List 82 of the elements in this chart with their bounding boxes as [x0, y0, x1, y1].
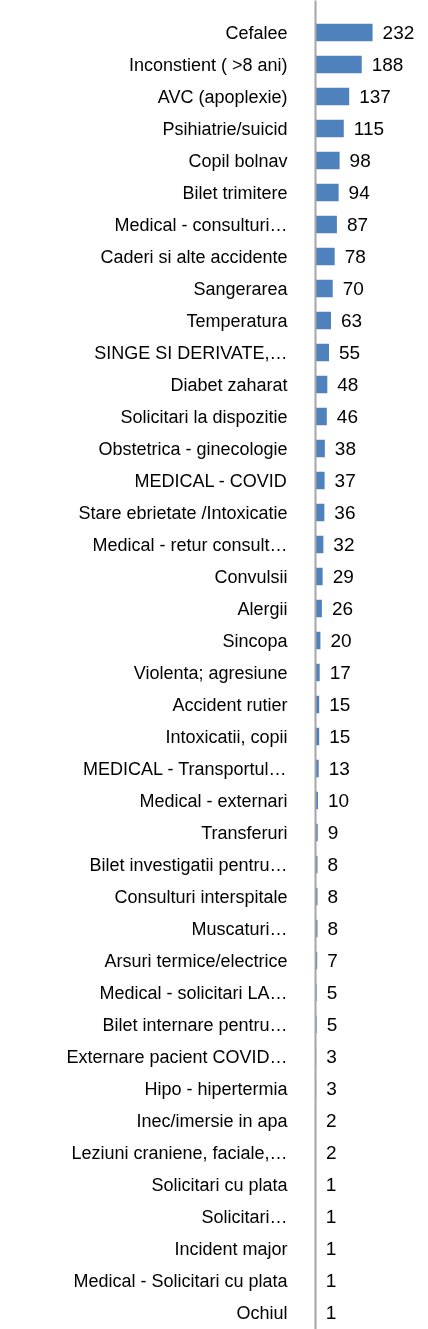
data-label: 3 — [326, 1046, 337, 1067]
y-tick-label: Muscaturi… — [191, 918, 288, 939]
y-tick-label: Medical - externari — [139, 790, 288, 811]
data-label: 9 — [327, 822, 339, 843]
y-tick-label: Bilet investigatii pentru… — [89, 854, 288, 875]
y-tick-label: Medical - retur consult… — [92, 534, 288, 555]
data-label: 87 — [346, 214, 369, 235]
y-tick-label: Solicitari la dispozitie — [120, 406, 288, 427]
data-label: 7 — [327, 950, 338, 971]
y-tick-label: Transferuri — [201, 822, 288, 843]
data-label: 2 — [325, 1110, 337, 1131]
y-tick-label: Solicitari cu plata — [151, 1174, 289, 1195]
y-tick-label: Sincopa — [222, 630, 289, 651]
data-label: 26 — [331, 598, 354, 619]
y-tick-label: Cefalee — [225, 22, 288, 43]
data-label: 8 — [327, 886, 339, 907]
y-tick-label: Stare ebrietate /Intoxicatie — [78, 502, 288, 523]
data-label: 29 — [332, 566, 354, 587]
data-label: 10 — [327, 790, 350, 811]
data-label: 20 — [330, 630, 352, 651]
data-label: 188 — [371, 54, 404, 75]
y-tick-label: Incident major — [174, 1238, 288, 1259]
data-label: 38 — [334, 438, 356, 459]
data-label: 5 — [326, 982, 338, 1003]
y-tick-label: Externare pacient COVID… — [66, 1046, 288, 1067]
y-tick-label: Temperatura — [186, 310, 289, 331]
y-tick-label: AVC (apoplexie) — [157, 86, 288, 107]
data-label: 2 — [325, 1142, 337, 1163]
y-tick-label: Leziuni craniene, faciale,… — [71, 1142, 288, 1163]
y-tick-label: Bilet internare pentru… — [102, 1014, 288, 1035]
data-label: 70 — [342, 278, 364, 299]
y-tick-label: SINGE SI DERIVATE,… — [94, 342, 288, 363]
y-tick-label: Psihiatrie/suicid — [162, 118, 288, 139]
y-tick-label: MEDICAL - Transportul… — [83, 758, 287, 779]
data-label: 1 — [325, 1238, 337, 1259]
y-tick-label: Sangerarea — [193, 278, 289, 299]
y-tick-label: Medical - Solicitari cu plata — [73, 1270, 289, 1291]
data-label: 98 — [349, 150, 371, 171]
y-tick-label: Bilet trimitere — [182, 182, 288, 203]
y-tick-label: Inec/imersie in apa — [136, 1110, 289, 1131]
y-tick-label: Diabet zaharat — [170, 374, 288, 395]
data-label: 5 — [326, 1014, 338, 1035]
y-tick-label: Accident rutier — [172, 694, 288, 715]
y-tick-label: Inconstient ( >8 ani) — [128, 54, 288, 75]
data-label: 37 — [334, 470, 356, 491]
data-label: 17 — [329, 662, 351, 683]
data-label: 137 — [359, 86, 391, 107]
data-label: 63 — [341, 310, 363, 331]
data-label: 1 — [325, 1270, 337, 1291]
y-tick-label: Medical - solicitari LA… — [99, 982, 288, 1003]
y-tick-label: Obstetrica - ginecologie — [98, 438, 288, 459]
data-label: 15 — [329, 726, 351, 747]
data-label: 46 — [336, 406, 358, 427]
data-label: 13 — [328, 758, 350, 779]
data-label: 94 — [348, 182, 371, 203]
data-label: 3 — [326, 1078, 337, 1099]
data-label: 32 — [333, 534, 355, 555]
data-label: 48 — [337, 374, 359, 395]
y-tick-label: Intoxicatii, copii — [165, 726, 288, 747]
data-label: 115 — [353, 118, 385, 139]
data-label: 78 — [344, 246, 366, 267]
y-tick-label: Alergii — [237, 598, 288, 619]
y-tick-label: Arsuri termice/electrice — [104, 950, 288, 971]
data-label: 8 — [327, 918, 339, 939]
y-tick-label: Medical - consulturi… — [114, 214, 288, 235]
data-label: 8 — [327, 854, 339, 875]
y-tick-label: Consulturi interspitale — [114, 886, 288, 907]
data-label: 55 — [339, 342, 361, 363]
y-tick-label: Ochiul — [236, 1302, 288, 1323]
y-tick-label: Convulsii — [214, 566, 288, 587]
data-label: 1 — [325, 1174, 337, 1195]
y-tick-label: Violenta; agresiune — [133, 662, 288, 683]
y-tick-label: Hipo - hipertermia — [144, 1078, 289, 1099]
data-label: 36 — [334, 502, 356, 523]
data-label: 232 — [382, 22, 415, 43]
y-tick-label: MEDICAL - COVID — [134, 470, 287, 491]
y-tick-label: Copil bolnav — [188, 150, 288, 171]
data-label: 1 — [325, 1302, 337, 1323]
data-label: 1 — [325, 1206, 337, 1227]
data-label: 15 — [329, 694, 351, 715]
y-tick-label: Caderi si alte accidente — [100, 246, 288, 267]
y-tick-label: Solicitari… — [201, 1206, 288, 1227]
